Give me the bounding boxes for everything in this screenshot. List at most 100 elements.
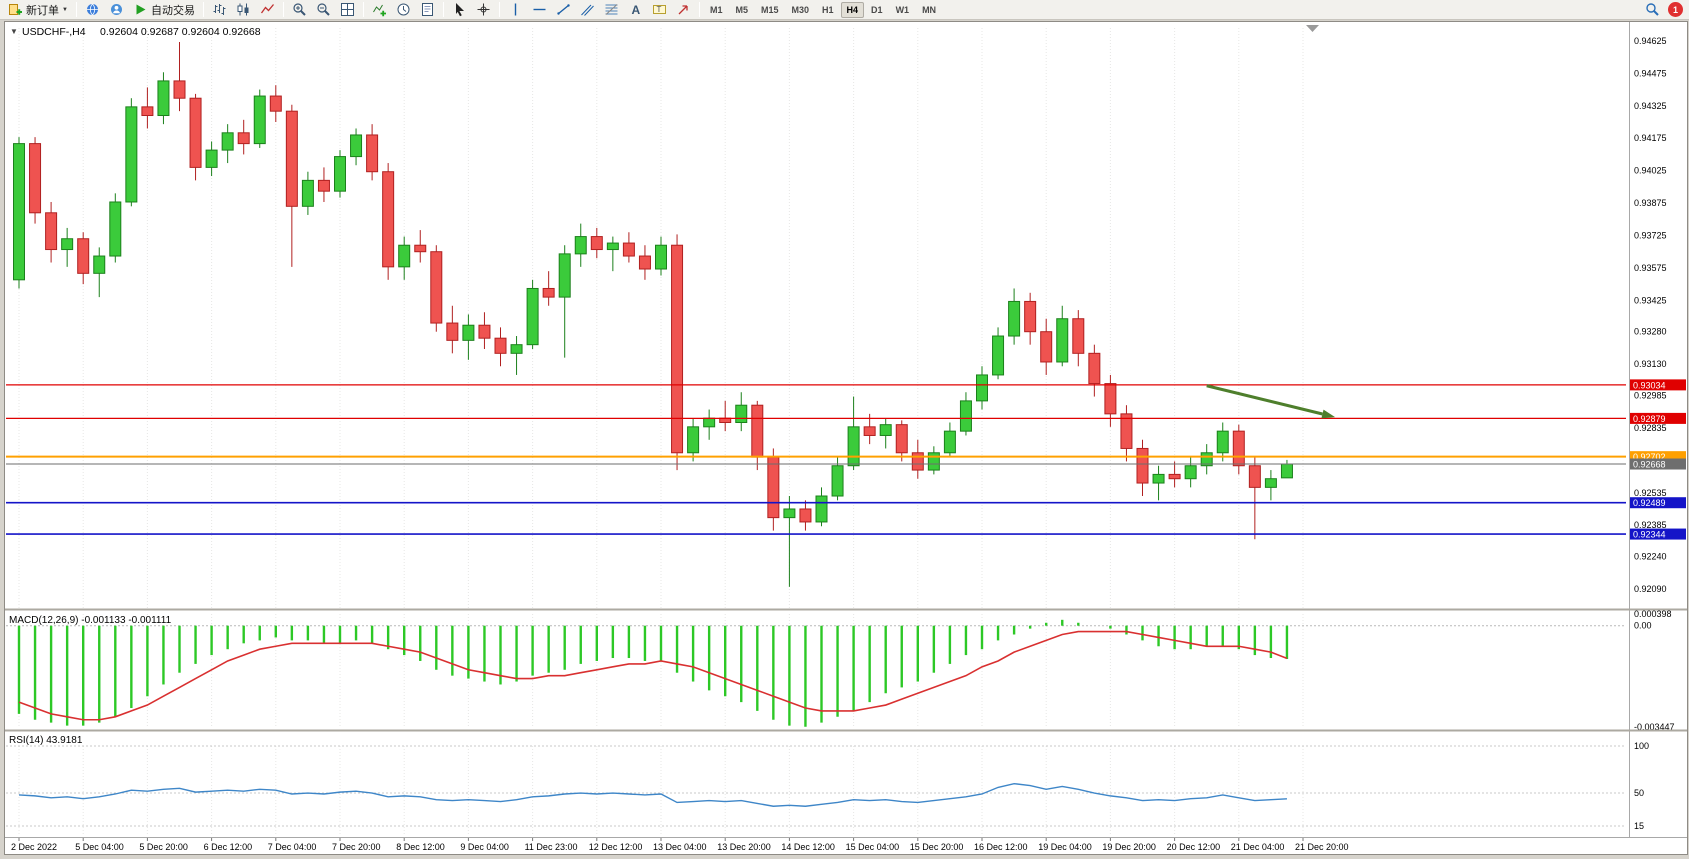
chart-title: USDCHF-,H4 xyxy=(22,26,86,38)
rsi-axis-label: 15 xyxy=(1634,821,1644,831)
bar-chart-icon xyxy=(212,2,227,17)
text-icon: A xyxy=(628,2,643,17)
candlestick xyxy=(863,426,876,436)
price-label-badge xyxy=(1630,379,1686,391)
price-label-badge xyxy=(1630,458,1686,470)
toolbar: 新订单 ▼ 自动交易 A T M1 M5 M15 M30 H1 H4 D1 W1 MN 1 xyxy=(0,0,1689,20)
line-chart-button[interactable] xyxy=(256,1,279,19)
tile-windows-button[interactable] xyxy=(336,1,359,19)
candlestick xyxy=(366,134,379,173)
price-axis-label: 0.92985 xyxy=(1634,390,1667,400)
zoom-out-button[interactable] xyxy=(312,1,335,19)
candlestick xyxy=(703,417,716,428)
fibonacci-icon xyxy=(604,2,619,17)
rsi-line xyxy=(18,782,1287,807)
new-order-icon xyxy=(8,2,23,17)
candlestick xyxy=(1056,318,1069,363)
notification-badge[interactable]: 1 xyxy=(1668,2,1683,17)
text-label-button[interactable]: T xyxy=(648,1,671,19)
timeframe-m15-button[interactable]: M15 xyxy=(755,2,785,18)
candlestick xyxy=(815,495,828,523)
candlestick xyxy=(943,430,956,454)
timeframe-d1-button[interactable]: D1 xyxy=(865,2,889,18)
templates-button[interactable] xyxy=(416,1,439,19)
candlestick xyxy=(510,344,523,354)
price-label-badge xyxy=(1630,412,1686,424)
time-axis-label: 19 Dec 04:00 xyxy=(1038,842,1092,852)
svg-text:T: T xyxy=(656,5,661,14)
trend-arrow[interactable] xyxy=(1206,384,1323,416)
price-axis-label: 0.92835 xyxy=(1634,423,1667,433)
candlestick xyxy=(173,80,186,99)
vertical-line-icon xyxy=(508,2,523,17)
text-button[interactable]: A xyxy=(624,1,647,19)
candlestick xyxy=(350,134,363,158)
time-axis-label: 5 Dec 20:00 xyxy=(139,842,188,852)
cursor-button[interactable] xyxy=(448,1,471,19)
candlestick xyxy=(237,132,250,145)
bar-chart-button[interactable] xyxy=(208,1,231,19)
search-button[interactable] xyxy=(1641,1,1664,19)
support-button[interactable] xyxy=(105,1,128,19)
time-axis-label: 15 Dec 04:00 xyxy=(846,842,900,852)
candlestick xyxy=(430,251,443,324)
fibonacci-button[interactable] xyxy=(600,1,623,19)
time-axis-label: 5 Dec 04:00 xyxy=(75,842,124,852)
toolbar-separator xyxy=(202,2,204,17)
vertical-line-button[interactable] xyxy=(504,1,527,19)
support-icon xyxy=(109,2,124,17)
channel-icon xyxy=(580,2,595,17)
candlestick xyxy=(334,156,346,192)
timeframe-h4-button[interactable]: H4 xyxy=(840,1,865,18)
toolbar-right-group: 1 xyxy=(1641,1,1685,19)
price-axis-label: 0.93425 xyxy=(1634,295,1667,305)
crosshair-button[interactable] xyxy=(472,1,495,19)
crosshair-icon xyxy=(476,2,491,17)
price-axis-label: 0.92090 xyxy=(1634,584,1667,594)
candlestick xyxy=(622,242,635,257)
zoom-in-button[interactable] xyxy=(288,1,311,19)
auto-trading-button[interactable]: 自动交易 xyxy=(129,1,199,19)
toolbar-separator xyxy=(442,2,444,17)
candlestick xyxy=(638,255,651,270)
timeframe-m1-button[interactable]: M1 xyxy=(704,2,729,18)
candlestick-chart-button[interactable] xyxy=(232,1,255,19)
chart-shift-marker-icon[interactable] xyxy=(1306,25,1319,32)
candlestick xyxy=(1216,430,1229,454)
periods-button[interactable] xyxy=(392,1,415,19)
chart-canvas[interactable]: 0.94625 0.94475 0.94325 0.94175 0.94025 0.938… xyxy=(0,20,1689,859)
svg-text:A: A xyxy=(631,3,640,17)
price-axis-label: 0.93130 xyxy=(1634,359,1667,369)
candlestick xyxy=(558,253,571,298)
horizontal-line-button[interactable] xyxy=(528,1,551,19)
arrows-button[interactable] xyxy=(672,1,695,19)
timeframe-mn-button[interactable]: MN xyxy=(916,2,942,18)
candlestick xyxy=(1232,430,1245,467)
candlestick xyxy=(655,244,667,270)
price-label-badge xyxy=(1630,451,1686,463)
candlestick xyxy=(574,236,587,255)
candlestick xyxy=(253,95,266,145)
time-axis-label: 16 Dec 12:00 xyxy=(974,842,1028,852)
mql5-community-button[interactable] xyxy=(81,1,104,19)
price-label-badge xyxy=(1630,497,1686,509)
time-axis-label: 8 Dec 12:00 xyxy=(396,842,445,852)
candlestick xyxy=(1280,463,1293,479)
candlestick xyxy=(77,238,90,274)
indicators-button[interactable] xyxy=(368,1,391,19)
new-order-button[interactable]: 新订单 ▼ xyxy=(4,1,72,19)
candlestick xyxy=(959,400,972,432)
trendline-button[interactable] xyxy=(552,1,575,19)
timeframe-w1-button[interactable]: W1 xyxy=(890,2,916,18)
timeframe-m30-button[interactable]: M30 xyxy=(786,2,816,18)
timeframe-h1-button[interactable]: H1 xyxy=(816,2,840,18)
equidistant-channel-button[interactable] xyxy=(576,1,599,19)
time-axis-label: 14 Dec 12:00 xyxy=(781,842,835,852)
timeframe-m5-button[interactable]: M5 xyxy=(729,2,754,18)
time-axis-label: 11 Dec 23:00 xyxy=(525,842,578,852)
collapse-chart-icon[interactable]: ▼ xyxy=(10,27,18,36)
tile-windows-icon xyxy=(340,2,355,17)
arrows-icon xyxy=(676,2,691,17)
price-label-badge-text: 0.93034 xyxy=(1633,380,1666,390)
